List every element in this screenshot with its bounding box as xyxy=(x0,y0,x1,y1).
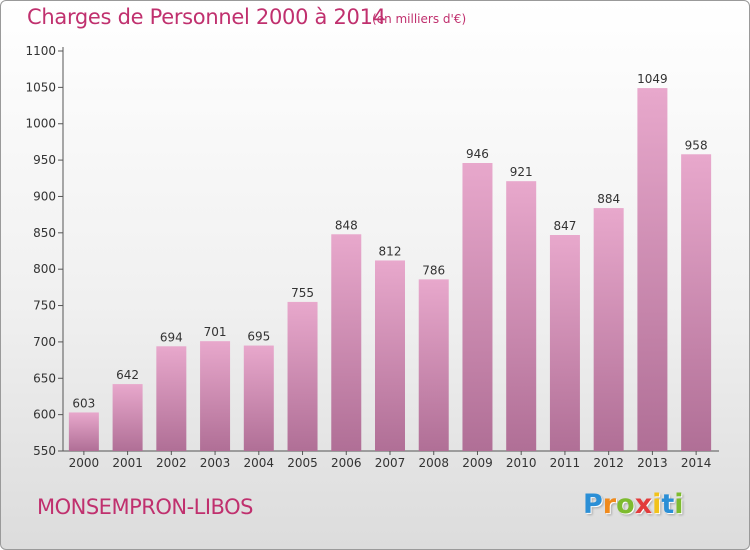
chart-unit: (en milliers d'€) xyxy=(372,12,467,26)
y-tick-label: 600 xyxy=(33,408,56,422)
x-tick-label-2001: 2001 xyxy=(112,456,143,470)
data-label-2000: 603 xyxy=(72,396,95,410)
logo-letter: t xyxy=(661,489,675,520)
commune-name: MONSEMPRON-LIBOS xyxy=(37,495,253,519)
x-tick-label-2008: 2008 xyxy=(418,456,449,470)
y-tick-label: 1100 xyxy=(25,44,56,58)
data-label-2008: 786 xyxy=(422,263,445,277)
bar-2001 xyxy=(112,384,143,451)
x-tick-label-2004: 2004 xyxy=(244,456,275,470)
bar-2002 xyxy=(156,346,187,451)
x-tick-label-2012: 2012 xyxy=(593,456,624,470)
y-tick-label: 850 xyxy=(33,226,56,240)
y-tick-label: 950 xyxy=(33,153,56,167)
data-label-2010: 921 xyxy=(510,165,533,179)
x-tick-label-2011: 2011 xyxy=(550,456,581,470)
data-label-2003: 701 xyxy=(204,325,227,339)
bar-2014 xyxy=(681,154,712,452)
x-tick-label-2000: 2000 xyxy=(69,456,100,470)
logo-letter: i xyxy=(652,489,662,520)
logo-letter: P xyxy=(583,489,603,520)
data-label-2011: 847 xyxy=(553,219,576,233)
bar-2003 xyxy=(200,341,231,451)
y-tick-label: 900 xyxy=(33,189,56,203)
y-axis: 550 600 650 700 750 800 850 900 950 1000 1050 1100 xyxy=(25,44,64,458)
chart-title: Charges de Personnel 2000 à 2014 xyxy=(27,5,386,29)
y-tick-label: 1050 xyxy=(25,80,56,94)
x-tick-label-2010: 2010 xyxy=(506,456,537,470)
logo-letter: r xyxy=(602,489,617,520)
bars: 603 642 694 701 695 755 848 812 786 946 921 847 884 1… xyxy=(68,72,712,452)
x-axis: 2000 2001 2002 2003 2004 2005 2006 2007 2008 2009… xyxy=(63,450,719,470)
bar-2010 xyxy=(506,181,537,451)
data-label-2002: 694 xyxy=(160,330,183,344)
logo-letter: i xyxy=(674,489,684,520)
data-label-2013: 1049 xyxy=(637,72,668,86)
y-tick-label: 750 xyxy=(33,299,56,313)
bar-2013 xyxy=(637,88,668,451)
proxiti-logo: Proxiti xyxy=(583,489,684,520)
bar-2009 xyxy=(462,163,493,451)
logo-letter: x xyxy=(634,489,653,520)
bar-2012 xyxy=(593,208,624,451)
bar-2000 xyxy=(68,412,99,451)
y-tick-label: 650 xyxy=(33,371,56,385)
y-tick-label: 800 xyxy=(33,262,56,276)
data-label-2007: 812 xyxy=(379,244,402,258)
data-label-2014: 958 xyxy=(685,138,708,152)
bar-2005 xyxy=(287,301,318,451)
x-tick-label-2002: 2002 xyxy=(156,456,187,470)
x-tick-label-2009: 2009 xyxy=(462,456,493,470)
x-tick-label-2005: 2005 xyxy=(287,456,318,470)
y-tick-label: 1000 xyxy=(25,117,56,131)
x-tick-label-2013: 2013 xyxy=(637,456,668,470)
y-tick-label: 550 xyxy=(33,444,56,458)
bar-2011 xyxy=(549,235,580,451)
bar-2006 xyxy=(331,234,362,451)
data-label-2001: 642 xyxy=(116,368,139,382)
bar-2007 xyxy=(375,260,405,451)
data-label-2005: 755 xyxy=(291,286,314,300)
data-label-2012: 884 xyxy=(597,192,620,206)
bar-2008 xyxy=(418,279,449,451)
data-label-2009: 946 xyxy=(466,147,489,161)
y-tick-label: 700 xyxy=(33,335,56,349)
x-tick-label-2007: 2007 xyxy=(375,456,406,470)
x-tick-label-2006: 2006 xyxy=(331,456,362,470)
data-label-2004: 695 xyxy=(247,330,270,344)
bar-2004 xyxy=(243,345,274,451)
x-tick-label-2003: 2003 xyxy=(200,456,231,470)
data-label-2006: 848 xyxy=(335,218,358,232)
x-tick-label-2014: 2014 xyxy=(681,456,712,470)
logo-letter: o xyxy=(616,489,635,520)
